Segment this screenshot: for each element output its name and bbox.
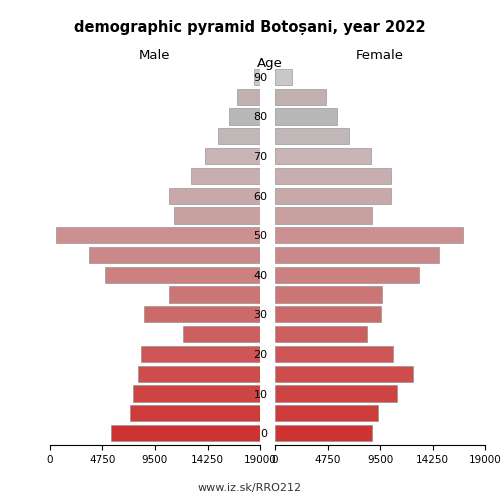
Bar (138, 366, 260, 382)
Title: Male: Male (139, 50, 171, 62)
Bar (275, 69, 291, 85)
Bar (229, 108, 260, 124)
Bar (218, 128, 260, 144)
Bar (275, 425, 372, 441)
Bar (275, 266, 418, 283)
Bar (275, 188, 391, 204)
Bar (275, 366, 413, 382)
Bar (192, 168, 260, 184)
Bar (88, 247, 260, 263)
Bar (174, 208, 260, 224)
Bar (204, 148, 260, 164)
Text: Age: Age (257, 58, 283, 70)
Bar (275, 88, 326, 105)
Bar (275, 286, 382, 302)
Bar (275, 306, 381, 322)
Text: www.iz.sk/RRO212: www.iz.sk/RRO212 (198, 482, 302, 492)
Bar (275, 405, 378, 421)
Bar (275, 386, 396, 402)
Bar (275, 148, 371, 164)
Bar (133, 386, 260, 402)
Bar (275, 128, 349, 144)
Bar (170, 188, 260, 204)
Bar (275, 208, 372, 224)
Bar (182, 326, 260, 342)
Bar (254, 69, 260, 85)
Bar (140, 346, 260, 362)
Bar (170, 286, 260, 302)
Bar (275, 168, 391, 184)
Bar (275, 326, 366, 342)
Bar (275, 247, 438, 263)
Bar (275, 227, 463, 244)
Title: Female: Female (356, 50, 404, 62)
Text: demographic pyramid Botoșani, year 2022: demographic pyramid Botoșani, year 2022 (74, 20, 426, 35)
Bar (111, 425, 260, 441)
Bar (56, 227, 260, 244)
Bar (237, 88, 260, 105)
Bar (275, 108, 337, 124)
Bar (144, 306, 260, 322)
Bar (106, 266, 260, 283)
Bar (275, 346, 394, 362)
Bar (130, 405, 260, 421)
